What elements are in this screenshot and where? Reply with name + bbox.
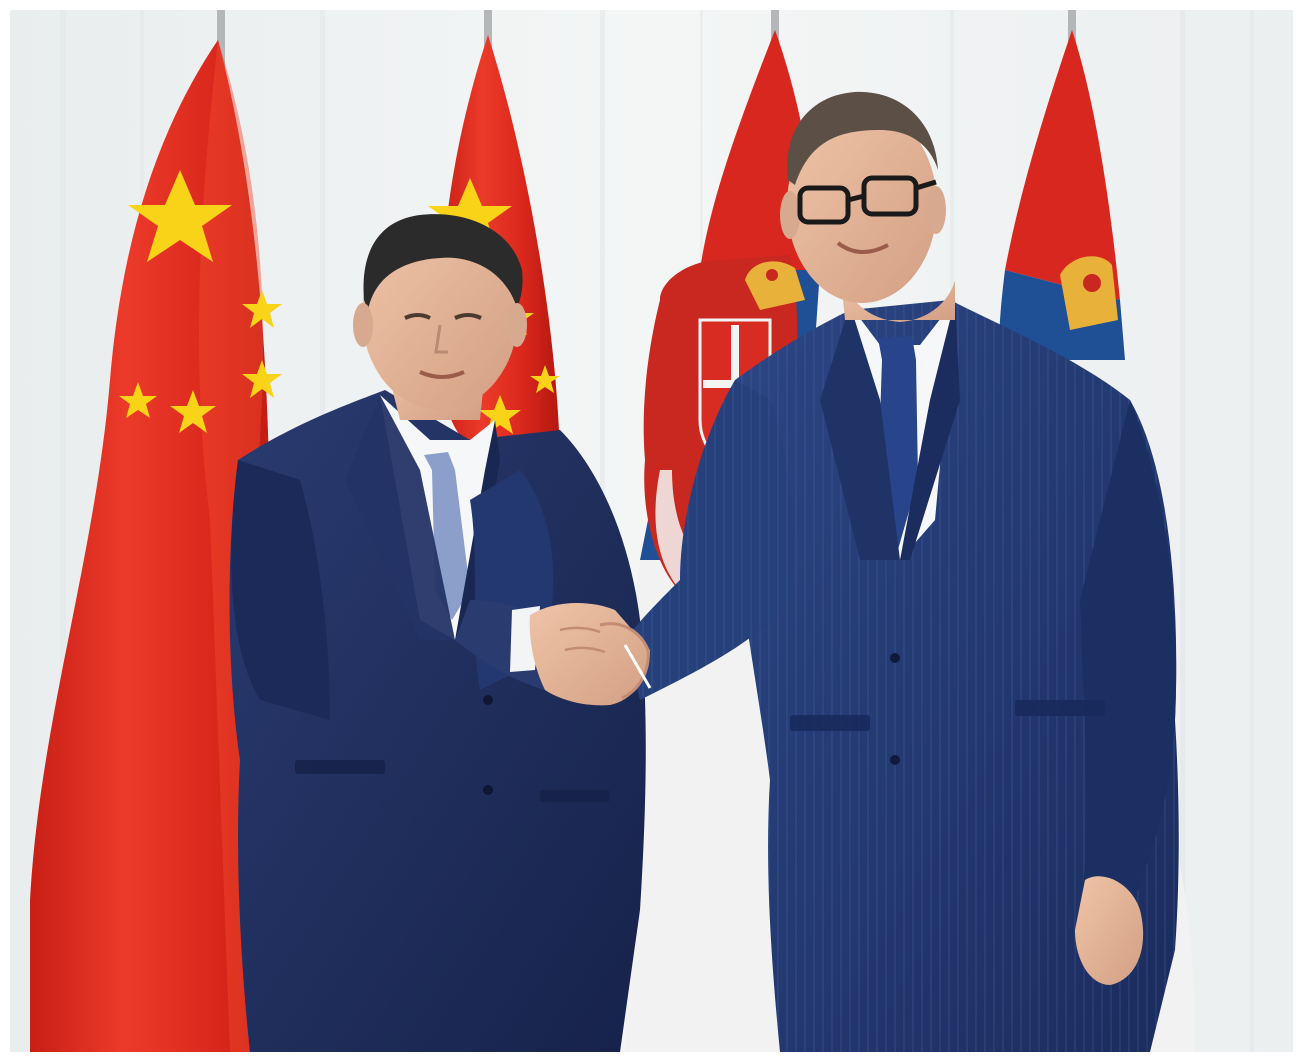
left-hair [363,214,523,310]
right-hand [1075,876,1144,985]
right-man [625,91,1179,1052]
left-man [229,214,646,1052]
glasses-icon [797,175,937,225]
right-hair [787,91,938,185]
handshake [529,603,652,706]
left-face [362,220,518,410]
star-icon [119,170,282,433]
serbia-coat-of-arms-icon [1060,256,1118,330]
